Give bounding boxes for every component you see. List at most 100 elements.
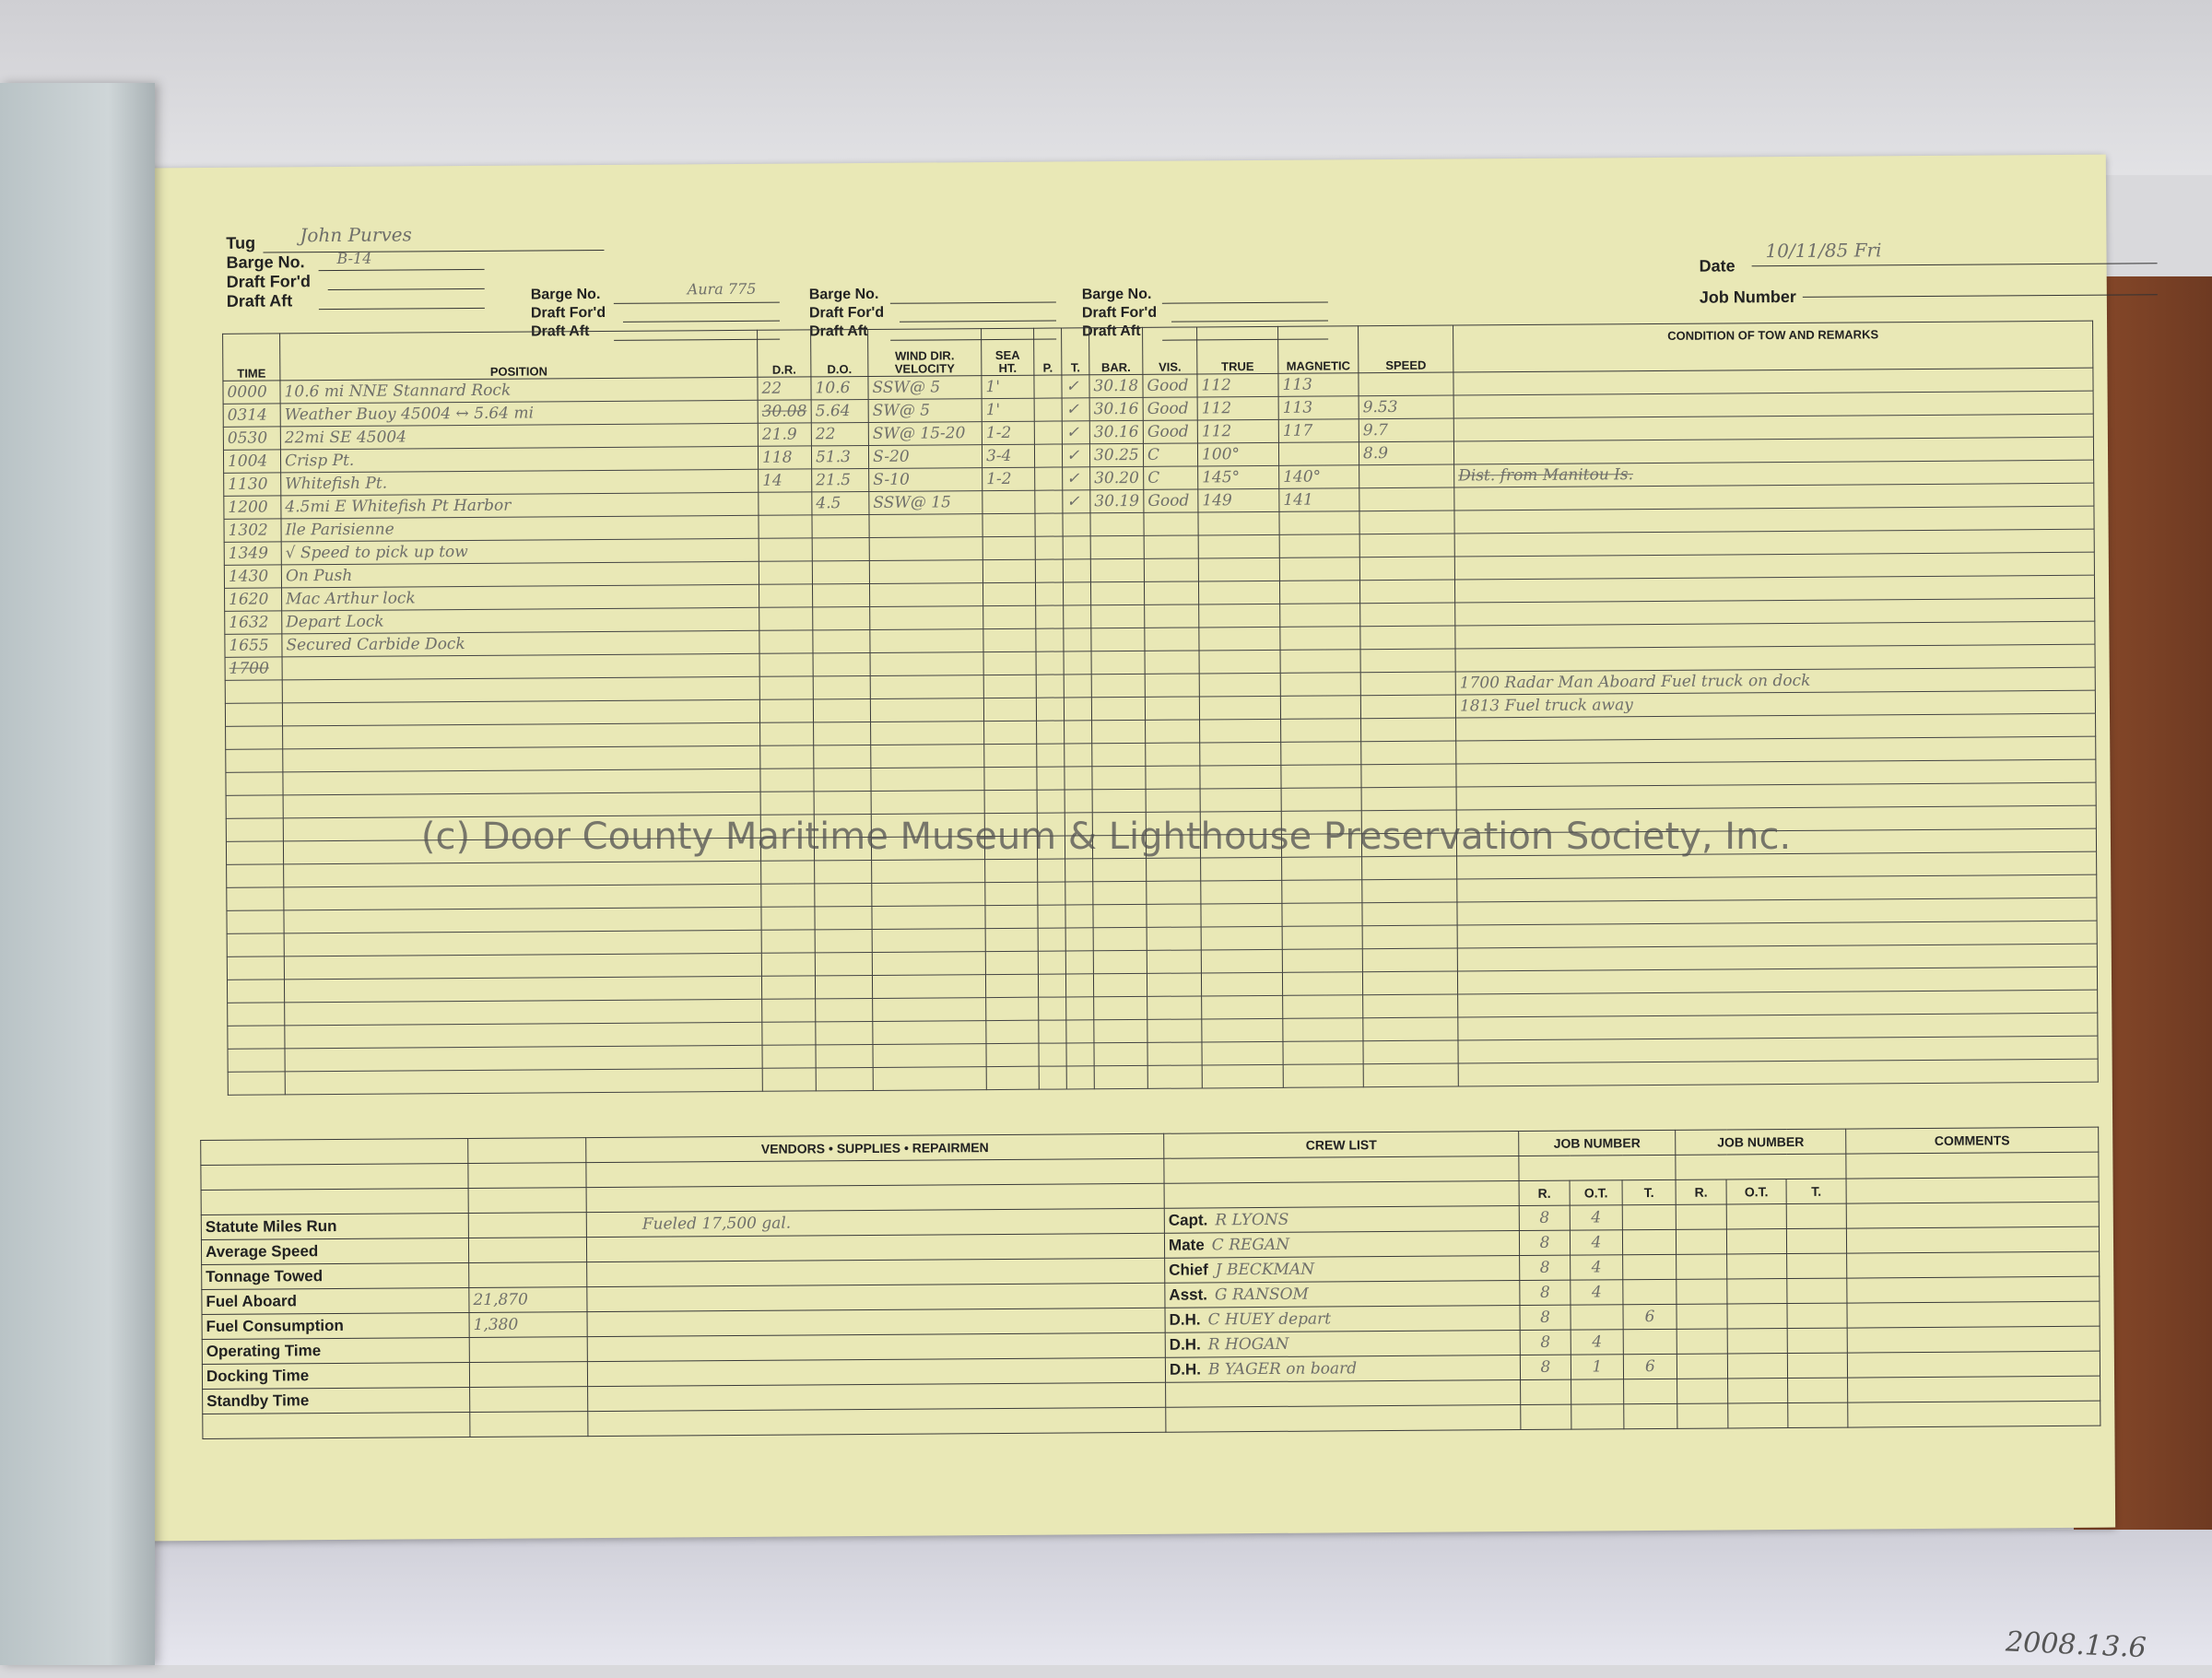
col-true: TRUE — [1196, 326, 1278, 374]
log-cell-position — [282, 769, 761, 795]
log-cell-t: ✓ — [1062, 443, 1090, 467]
log-cell-p — [1039, 1065, 1067, 1090]
log-cell-t — [1065, 1019, 1094, 1043]
log-cell-speed — [1359, 557, 1455, 581]
job2-t — [1787, 1353, 1848, 1379]
log-cell-position — [283, 792, 761, 818]
crew-entry: Asst. G RANSOM — [1164, 1280, 1520, 1308]
log-cell-true — [1200, 880, 1282, 904]
job-number-line — [1802, 294, 2158, 298]
log-cell-do — [814, 883, 872, 907]
log-cell-position: Crisp Pt. — [280, 446, 759, 473]
log-cell-magnetic — [1282, 994, 1363, 1019]
log-cell-dr — [758, 491, 812, 516]
crew-entry: Capt. R LYONS — [1164, 1205, 1520, 1234]
log-cell-position — [284, 953, 762, 980]
log-cell-t — [1063, 628, 1092, 651]
log-cell-p — [1038, 996, 1066, 1021]
log-cell-wind — [871, 882, 985, 907]
log-cell-magnetic — [1278, 441, 1359, 466]
log-cell-sea — [984, 790, 1038, 814]
col-remarks: CONDITION OF TOW AND REMARKS — [1453, 321, 2093, 373]
log-cell-dr — [760, 883, 815, 908]
log-cell-speed — [1362, 948, 1458, 972]
log-cell-sea — [982, 605, 1036, 629]
log-cell-bar: 30.19 — [1089, 489, 1144, 513]
log-cell-magnetic: 140° — [1278, 464, 1359, 489]
log-cell-magnetic — [1281, 787, 1362, 812]
log-cell-time: 1620 — [224, 587, 282, 612]
col-t: T. — [1061, 327, 1089, 375]
log-cell-vis: Good — [1143, 419, 1198, 444]
draft-ford-line — [1171, 320, 1329, 323]
log-cell-do — [814, 906, 873, 930]
log-cell-p — [1035, 535, 1064, 560]
log-cell-sea — [984, 882, 1038, 906]
job1-ot: 4 — [1570, 1254, 1623, 1281]
log-cell-do — [815, 929, 873, 953]
log-cell-sea — [985, 928, 1039, 952]
draft-ford-label: Draft For'd — [808, 304, 885, 322]
log-cell-bar — [1093, 1019, 1147, 1043]
log-cell-do — [815, 1044, 874, 1068]
log-cell-p — [1037, 789, 1065, 814]
log-cell-wind — [870, 767, 985, 792]
log-cell-vis — [1145, 696, 1200, 721]
log-cell-time: 1349 — [224, 541, 282, 566]
log-cell-vis — [1145, 765, 1201, 790]
log-cell-p — [1037, 858, 1065, 883]
log-cell-t — [1064, 766, 1093, 790]
log-cell-do: 4.5 — [811, 491, 869, 515]
crew-entry: Mate C REGAN — [1164, 1230, 1520, 1259]
log-cell-bar — [1090, 604, 1145, 628]
log-cell-p — [1037, 881, 1065, 906]
log-cell-vis — [1145, 650, 1200, 675]
job-number-header-1: JOB NUMBER — [1518, 1130, 1676, 1156]
comment-entry — [1846, 1202, 2100, 1229]
log-cell-position — [282, 722, 760, 749]
log-cell-magnetic — [1280, 649, 1361, 674]
summary-label: Operating Time — [202, 1337, 470, 1365]
barge-label: Barge No. — [808, 286, 879, 303]
log-cell-magnetic — [1280, 718, 1361, 743]
log-cell-true — [1201, 972, 1283, 996]
log-cell-do — [812, 629, 871, 653]
log-cell-position: 22mi SE 45004 — [280, 423, 759, 450]
log-cell-bar — [1090, 535, 1145, 559]
log-cell-vis — [1147, 995, 1202, 1020]
job1-r — [1520, 1379, 1571, 1405]
log-cell-time: 1004 — [223, 449, 281, 474]
job2-t: T. — [1786, 1179, 1847, 1204]
job2-ot — [1726, 1253, 1787, 1279]
log-cell-position: On Push — [281, 561, 759, 588]
log-cell-wind — [870, 698, 984, 722]
crew-name: C REGAN — [1211, 1235, 1290, 1255]
date-line — [1751, 263, 2158, 267]
log-cell-sea: 1' — [981, 375, 1035, 399]
log-cell-vis — [1145, 719, 1200, 744]
log-cell-speed — [1360, 695, 1456, 719]
log-cell-sea — [983, 721, 1037, 745]
job2-t — [1786, 1253, 1847, 1279]
log-cell-position: Depart Lock — [281, 607, 759, 634]
job1-ot — [1571, 1403, 1624, 1430]
comment-entry — [1846, 1301, 2100, 1329]
log-cell-position: 4.5mi E Whitefish Pt Harbor — [280, 492, 759, 519]
log-cell-position: Mac Arthur lock — [281, 584, 759, 611]
log-cell-p — [1034, 397, 1063, 422]
log-cell-vis — [1147, 926, 1202, 951]
log-cell-sea: 1' — [982, 398, 1035, 422]
log-cell-sea — [983, 651, 1037, 675]
log-cell-t — [1062, 512, 1091, 536]
log-cell-speed — [1359, 464, 1454, 488]
date-label: Date — [1699, 256, 1735, 276]
log-cell-vis — [1147, 949, 1202, 974]
log-cell-vis: C — [1143, 442, 1198, 467]
log-cell-dr — [759, 583, 813, 608]
log-cell-time — [225, 725, 283, 750]
draft-aft-label: Draft Aft — [226, 291, 293, 311]
job1-ot: 1 — [1571, 1354, 1624, 1380]
log-cell-do — [816, 1067, 874, 1091]
job2-ot — [1726, 1303, 1788, 1329]
log-cell-speed — [1359, 603, 1455, 627]
